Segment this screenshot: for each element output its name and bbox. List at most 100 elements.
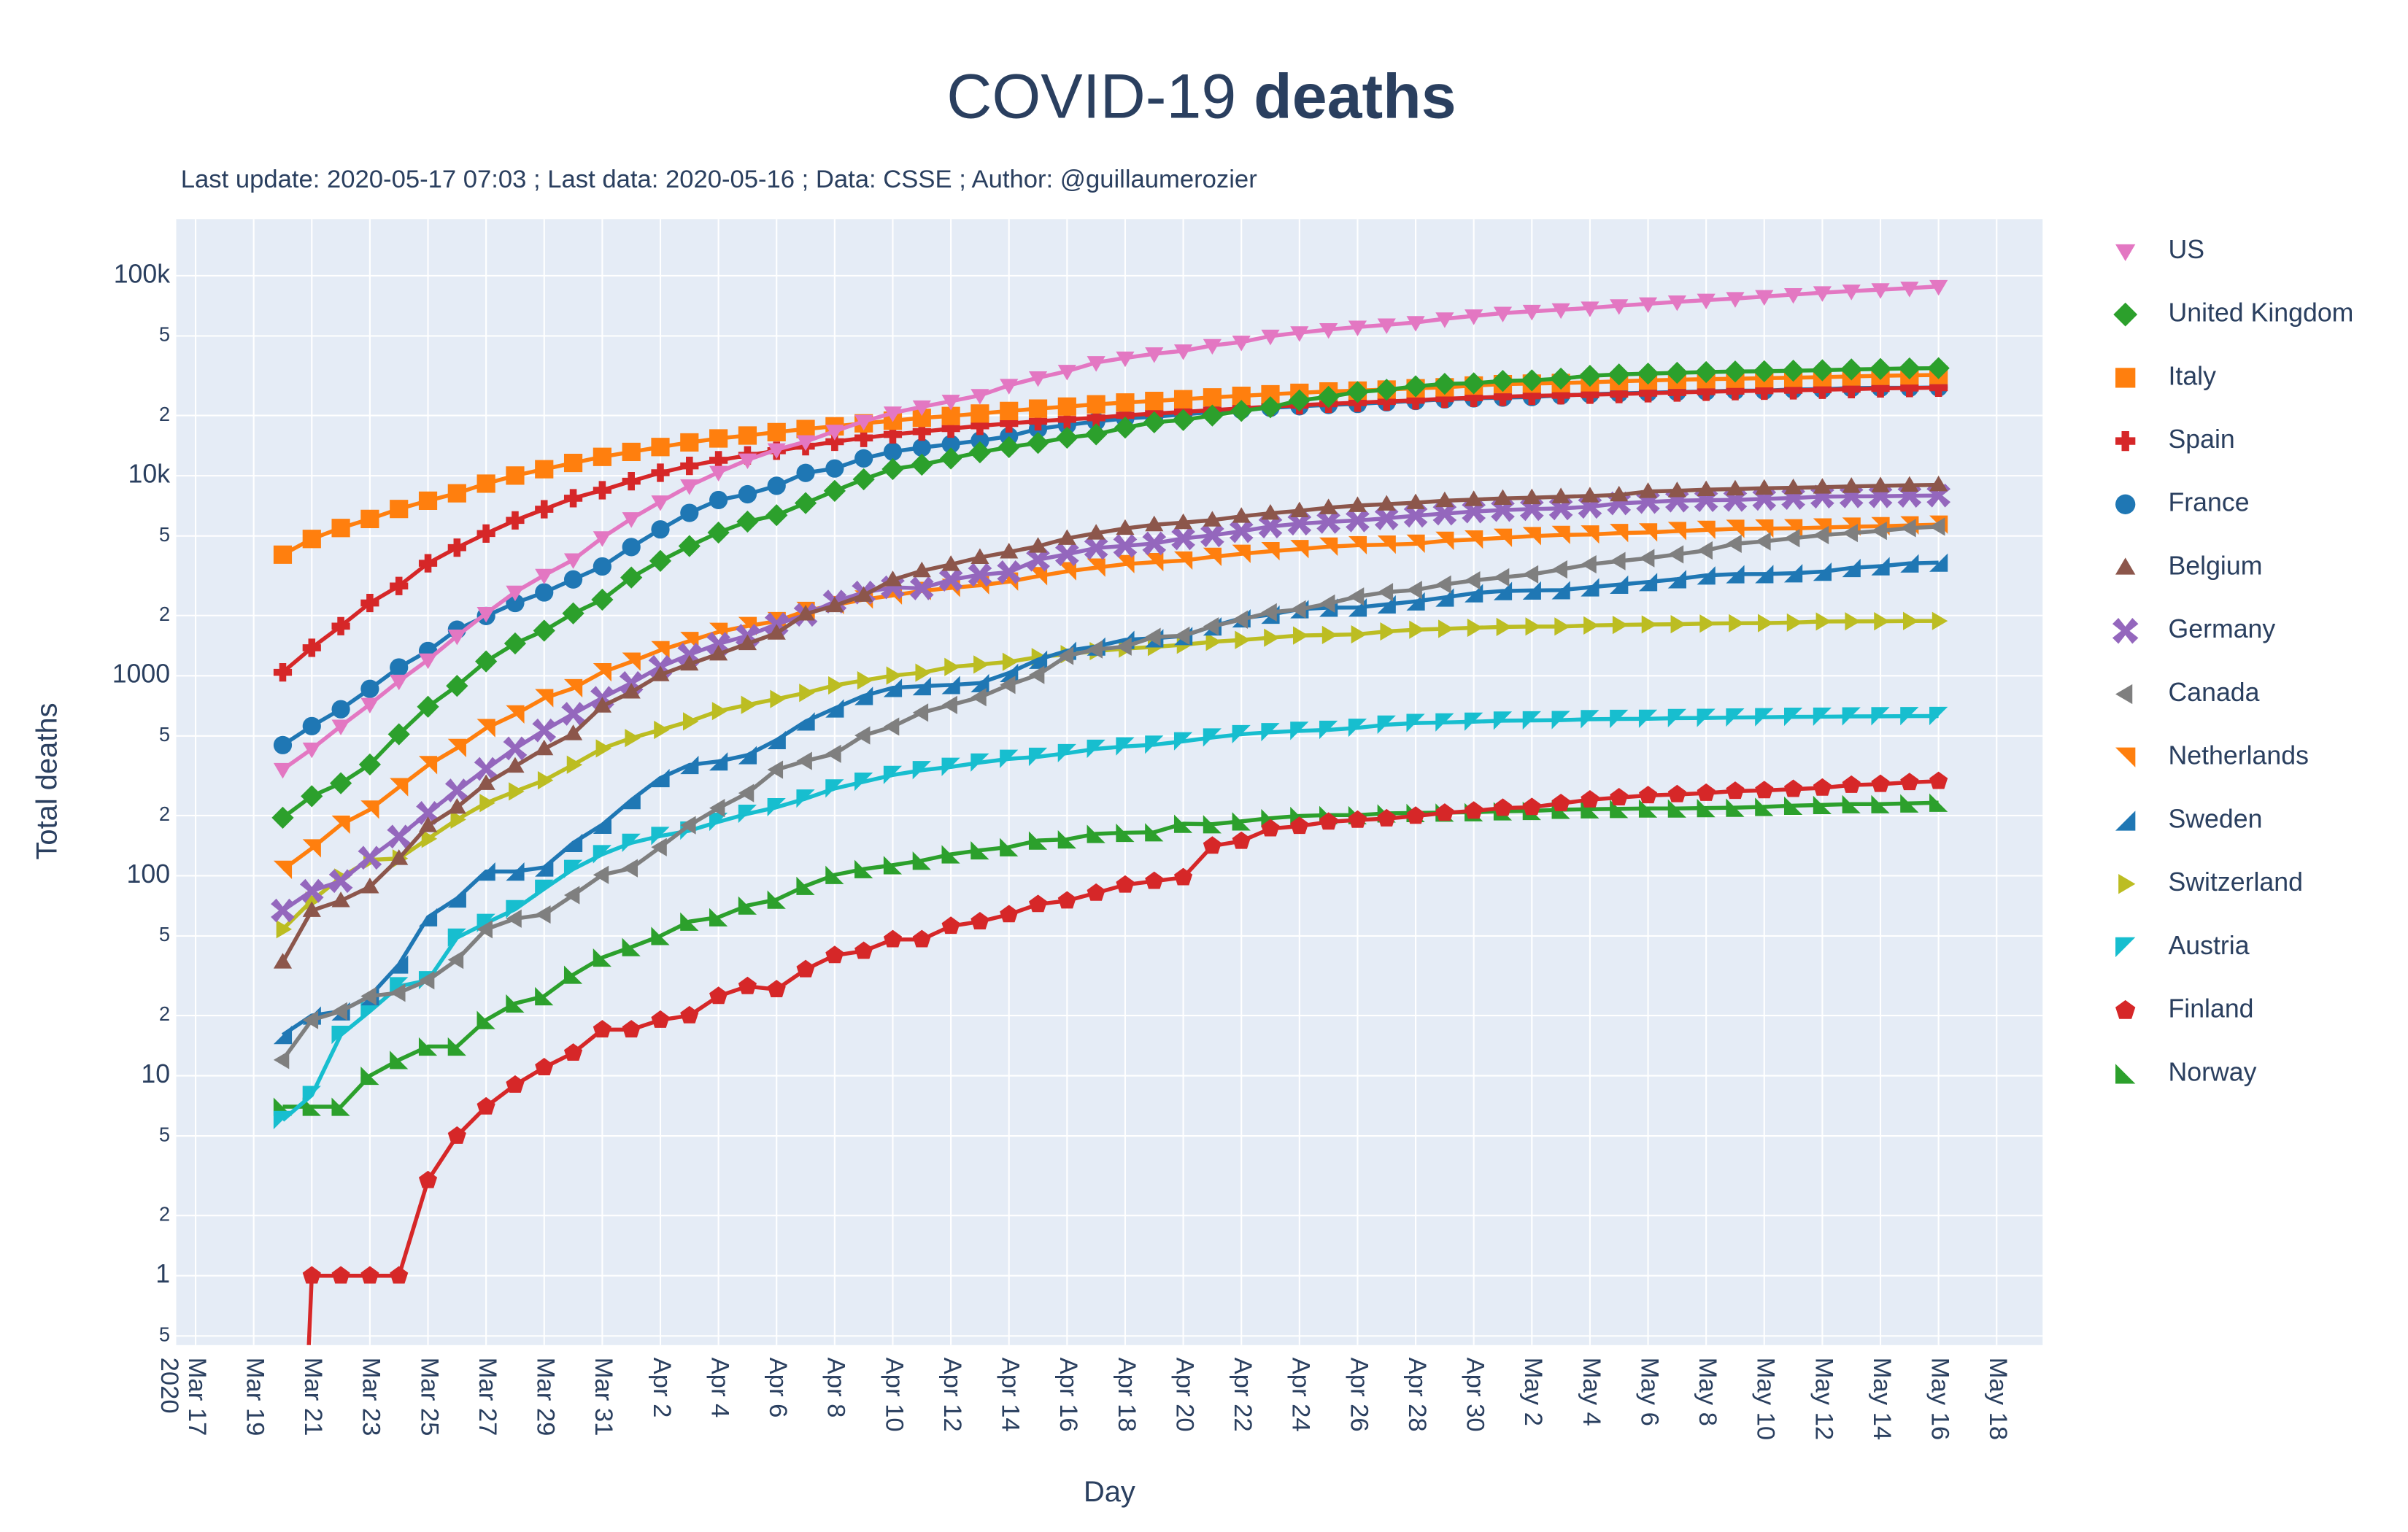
data-point: [941, 555, 960, 571]
data-point: [1435, 588, 1454, 607]
data-point: [1316, 510, 1341, 534]
data-point: [1874, 612, 1890, 631]
y-tick-label: 5: [159, 523, 170, 546]
legend-marker: [2115, 368, 2136, 388]
data-point: [1435, 713, 1454, 732]
data-point: [651, 827, 670, 846]
data-point: [767, 422, 786, 441]
data-point: [506, 585, 525, 602]
data-point: [767, 624, 786, 640]
data-point: [273, 953, 293, 969]
data-point: [1667, 708, 1686, 727]
data-point: [1116, 393, 1135, 412]
data-point: [941, 435, 960, 454]
data-point: [593, 481, 611, 500]
data-point: [1638, 523, 1658, 542]
data-point: [1173, 626, 1190, 646]
data-point: [883, 678, 903, 697]
data-point: [390, 500, 409, 519]
data-point: [1261, 329, 1280, 346]
y-tick-label: 2: [159, 403, 170, 425]
data-point: [941, 695, 957, 714]
legend: US United Kingdom Italy Spain France Belgium G…: [2112, 235, 2353, 1086]
data-point: [1493, 711, 1513, 730]
data-point: [1319, 812, 1338, 830]
data-point: [476, 862, 495, 881]
x-tick-label: Apr 24: [1287, 1358, 1315, 1432]
data-point: [823, 479, 846, 503]
data-point: [1724, 360, 1747, 383]
data-point: [1116, 637, 1132, 656]
data-point: [1171, 526, 1195, 551]
data-point: [1465, 490, 1483, 506]
data-point: [912, 422, 931, 441]
data-point: [678, 535, 701, 557]
data-point: [1638, 384, 1658, 403]
data-point: [1406, 581, 1422, 600]
data-point: [1028, 665, 1045, 684]
legend-marker: [2115, 430, 2136, 452]
data-point: [1261, 603, 1277, 622]
data-point: [970, 389, 989, 405]
data-point: [1638, 799, 1658, 818]
data-point: [1554, 617, 1570, 636]
data-point: [1057, 410, 1076, 429]
data-point: [825, 945, 844, 964]
y-tick-label: 2: [159, 603, 170, 625]
data-point: [941, 406, 960, 425]
data-point: [535, 689, 554, 708]
data-point: [302, 742, 321, 759]
data-point: [1811, 359, 1834, 382]
data-point: [535, 739, 554, 756]
data-point: [1232, 386, 1251, 406]
series-line: [281, 385, 1939, 674]
data-point: [796, 876, 815, 895]
data-point: [1755, 479, 1774, 495]
data-point: [535, 986, 554, 1006]
data-point: [912, 761, 931, 780]
data-point: [1726, 708, 1745, 727]
data-point: [854, 726, 871, 745]
data-point: [1230, 400, 1253, 422]
data-point: [360, 679, 379, 698]
data-point: [593, 845, 611, 864]
legend-marker: [2115, 1064, 2136, 1084]
data-point: [390, 1051, 409, 1069]
data-point: [358, 753, 382, 776]
data-point: [1581, 710, 1599, 729]
data-point: [1493, 581, 1513, 600]
data-point: [1116, 875, 1135, 893]
data-point: [651, 495, 670, 511]
data-point: [1842, 707, 1861, 726]
data-point: [1726, 292, 1745, 308]
data-point: [854, 449, 873, 468]
data-point: [503, 736, 528, 761]
data-point: [273, 762, 293, 779]
data-point: [970, 688, 987, 707]
data-point: [1403, 503, 1428, 528]
data-point: [563, 678, 583, 698]
data-point: [1173, 513, 1193, 530]
data-point: [1145, 515, 1164, 532]
data-point: [390, 1266, 409, 1284]
grid: [176, 219, 2043, 1345]
data-point: [854, 686, 873, 705]
data-point: [622, 652, 641, 671]
data-point: [970, 673, 989, 692]
data-point: [1932, 611, 1948, 630]
data-point: [302, 839, 321, 858]
data-point: [1871, 517, 1890, 535]
data-point: [941, 845, 960, 864]
y-axis-label: Total deaths: [31, 703, 63, 859]
data-point: [1522, 488, 1541, 505]
data-point: [509, 782, 525, 801]
data-point: [1348, 320, 1367, 336]
series-line: [281, 482, 1939, 964]
data-point: [912, 409, 931, 428]
data-point: [1203, 511, 1222, 527]
data-point: [1232, 610, 1249, 629]
y-tick-label: 1: [155, 1259, 170, 1288]
data-point: [302, 530, 321, 549]
data-point: [1900, 554, 1919, 573]
